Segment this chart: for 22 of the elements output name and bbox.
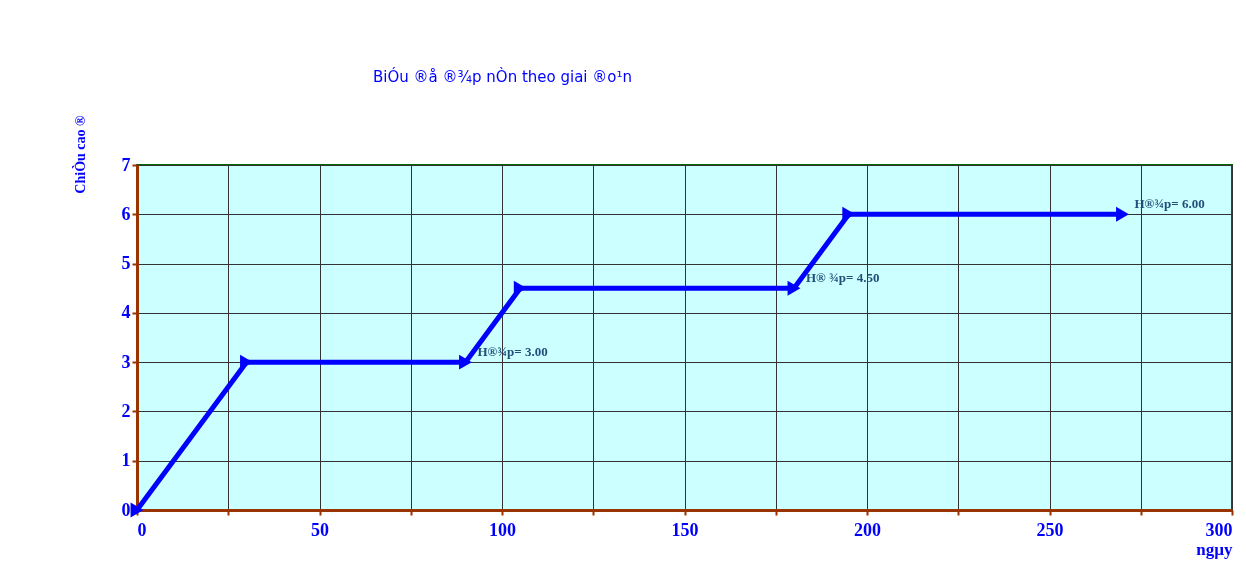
x-tick-label: 50 bbox=[311, 519, 329, 540]
point bbox=[787, 280, 801, 296]
y-tick-label: 5 bbox=[121, 253, 131, 274]
y-tick-label: 4 bbox=[121, 302, 131, 323]
chart-title: BiÓu ®å ®¾p nÒn theo giai ®o¹n bbox=[373, 67, 632, 86]
y-tick-label: 3 bbox=[121, 351, 131, 372]
x-axis-title: ngµy bbox=[1196, 539, 1233, 559]
y-tick-label: 0 bbox=[121, 499, 131, 520]
y-tick-label: 7 bbox=[121, 154, 131, 175]
y-axis-title: ChiÒu cao ® bbox=[71, 114, 88, 194]
x-tick-label: 100 bbox=[489, 519, 516, 540]
y-tick-label: 1 bbox=[121, 450, 131, 471]
x-tick-label: 150 bbox=[671, 519, 699, 540]
x-tick-label: 0 bbox=[137, 519, 147, 540]
y-tick-label: 6 bbox=[121, 203, 131, 224]
point bbox=[130, 502, 144, 518]
point bbox=[459, 354, 472, 370]
x-tick-label: 250 bbox=[1036, 519, 1064, 540]
y-tick-label: 2 bbox=[121, 400, 131, 421]
x-tick-label: 300 bbox=[1205, 519, 1233, 540]
x-tick-label: 200 bbox=[854, 519, 881, 540]
point bbox=[1116, 206, 1129, 222]
